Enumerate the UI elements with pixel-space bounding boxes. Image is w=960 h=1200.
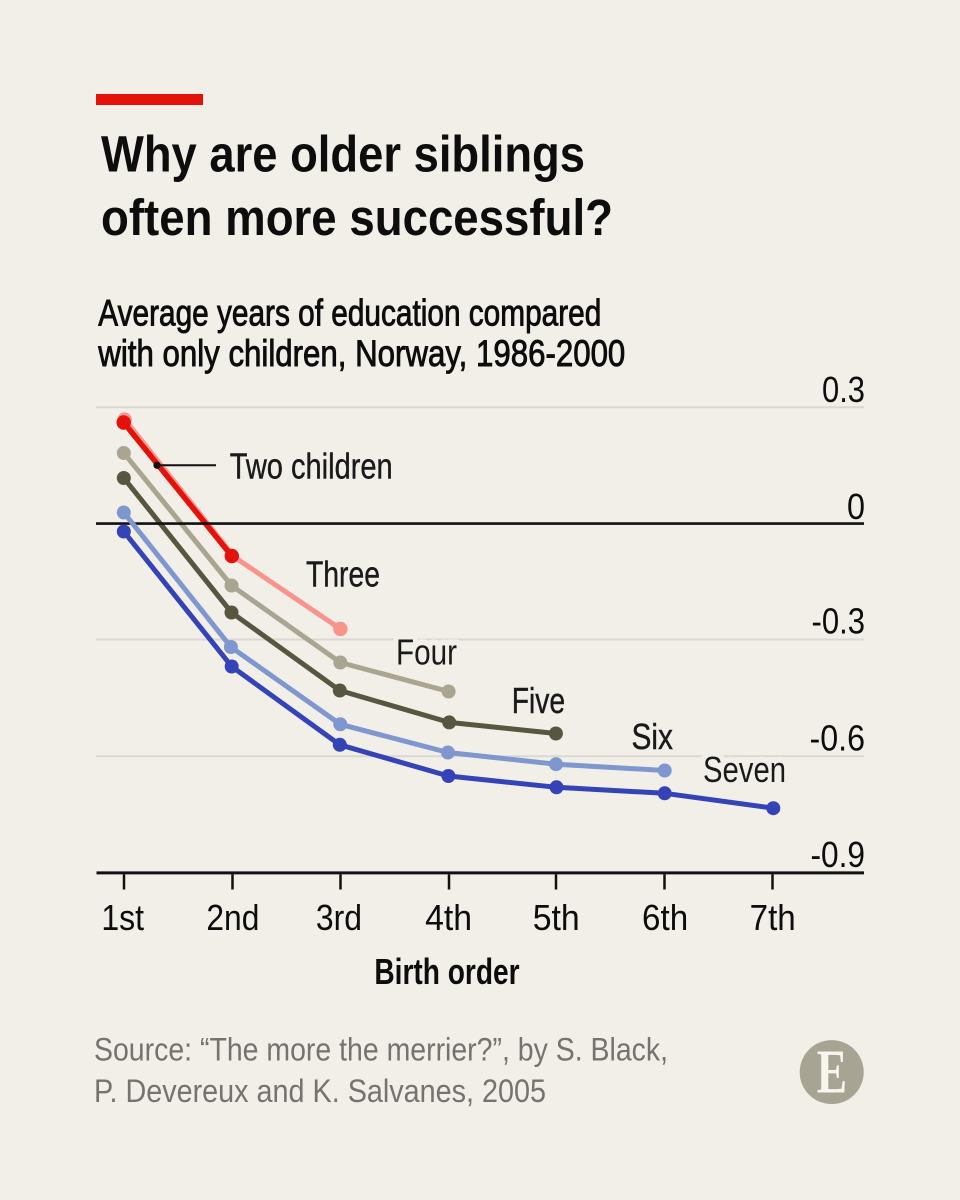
svg-text:Two children: Two children	[230, 445, 393, 486]
svg-text:Why are older siblings: Why are older siblings	[101, 125, 585, 182]
svg-text:often more successful?: often more successful?	[101, 189, 613, 246]
svg-text:0: 0	[847, 486, 865, 527]
svg-text:E: E	[817, 1039, 848, 1107]
svg-text:4th: 4th	[425, 897, 472, 938]
svg-text:3rd: 3rd	[316, 897, 362, 938]
svg-text:5th: 5th	[533, 897, 580, 938]
svg-text:-0.6: -0.6	[810, 717, 866, 758]
svg-text:2nd: 2nd	[206, 897, 259, 938]
svg-text:Seven: Seven	[703, 749, 786, 790]
svg-text:Average years of education com: Average years of education compared	[98, 292, 601, 334]
svg-text:6th: 6th	[642, 897, 688, 938]
svg-text:with only children, Norway, 19: with only children, Norway, 1986-2000	[97, 332, 625, 374]
svg-text:Four: Four	[396, 632, 457, 673]
svg-text:1st: 1st	[101, 897, 144, 938]
svg-text:0.3: 0.3	[822, 369, 865, 410]
svg-text:Six: Six	[632, 716, 674, 757]
svg-text:Three: Three	[306, 554, 380, 595]
svg-text:P. Devereux and K. Salvanes, 2: P. Devereux and K. Salvanes, 2005	[94, 1073, 546, 1109]
svg-text:Five: Five	[512, 680, 566, 721]
svg-text:-0.3: -0.3	[812, 601, 866, 642]
svg-text:7th: 7th	[750, 897, 796, 938]
svg-text:-0.9: -0.9	[811, 834, 866, 875]
svg-text:Source: “The more the merrier?: Source: “The more the merrier?”, by S. B…	[94, 1031, 668, 1067]
svg-text:Birth order: Birth order	[374, 951, 519, 992]
